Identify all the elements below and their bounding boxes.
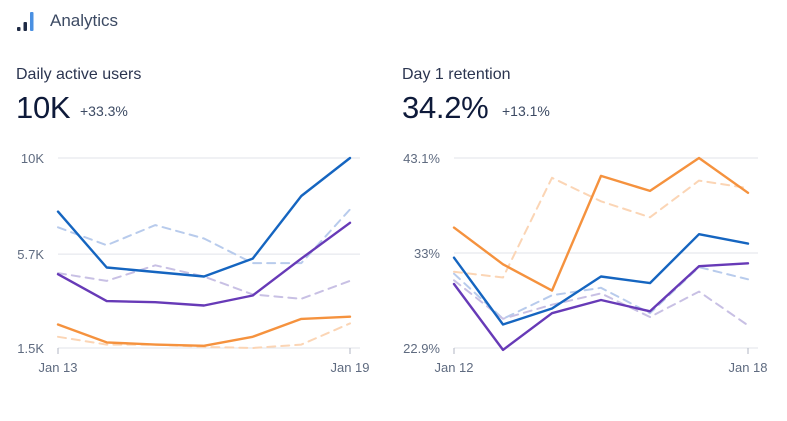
metric-value: 10K <box>16 90 71 125</box>
y-tick-label: 33% <box>414 246 440 261</box>
metric-title: Daily active users <box>16 66 142 83</box>
comparison-series-line[interactable] <box>453 266 749 320</box>
retention-card[interactable]: Day 1 retention 34.2% +13.1% 43.1% 33% 22.… <box>390 0 787 421</box>
x-tick-label: Jan 12 <box>434 360 473 375</box>
app-title: Analytics <box>50 11 119 30</box>
dau-chart[interactable]: 10K 5.7K 1.5K Jan 13 Jan 19 <box>0 0 390 421</box>
series-line[interactable] <box>56 156 352 278</box>
app-header: Analytics <box>16 9 118 33</box>
comparison-series-line[interactable] <box>453 176 749 279</box>
retention-chart[interactable]: 43.1% 33% 22.9% Jan 12 Jan 18 <box>390 0 787 421</box>
y-tick-label: 10K <box>21 151 44 166</box>
x-tick-label: Jan 18 <box>728 360 767 375</box>
series-line[interactable] <box>452 232 750 326</box>
series-line[interactable] <box>452 156 750 292</box>
metric-delta: +13.1% <box>502 103 550 119</box>
series-line[interactable] <box>56 221 352 307</box>
y-tick-label: 5.7K <box>17 247 44 262</box>
x-tick-label: Jan 13 <box>38 360 77 375</box>
comparison-series-line[interactable] <box>57 322 351 349</box>
metric-title: Day 1 retention <box>402 66 511 83</box>
comparison-series-line[interactable] <box>453 279 749 327</box>
comparison-series-line[interactable] <box>57 208 351 265</box>
x-tick-label: Jan 19 <box>330 360 369 375</box>
metric-value: 34.2% <box>402 90 489 125</box>
bar-chart-icon <box>17 12 34 31</box>
y-tick-label: 1.5K <box>17 341 44 356</box>
y-tick-label: 43.1% <box>403 151 440 166</box>
dau-card[interactable]: Daily active users 10K +33.3% 10K 5.7K 1.5… <box>0 0 390 421</box>
series-line[interactable] <box>56 315 352 347</box>
metric-delta: +33.3% <box>80 103 128 119</box>
comparison-series-line[interactable] <box>57 264 351 300</box>
y-tick-label: 22.9% <box>403 341 440 356</box>
series-line[interactable] <box>452 262 750 352</box>
